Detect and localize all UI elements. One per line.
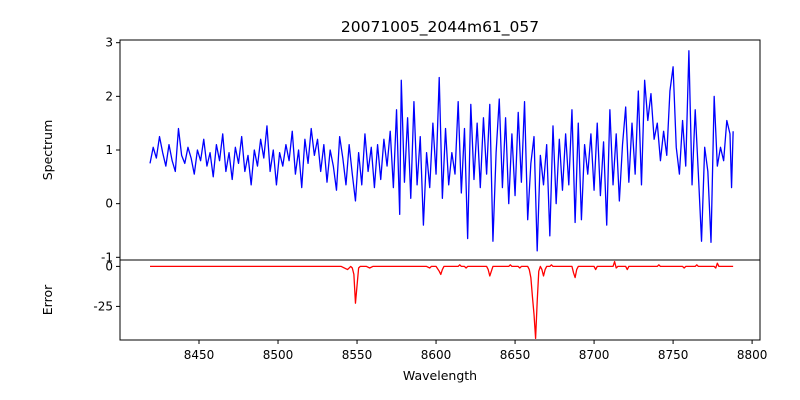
spectrum-panel: -1 0 1 2 3 Spectrum bbox=[40, 36, 761, 264]
x-tick-label: 8450 bbox=[184, 348, 215, 362]
spectrum-series bbox=[149, 50, 734, 252]
error-y-tick-label: -25 bbox=[93, 299, 113, 313]
x-tick-label: 8700 bbox=[579, 348, 610, 362]
x-tick-label: 8800 bbox=[737, 348, 768, 362]
chart-title: 20071005_2044m61_057 bbox=[341, 18, 539, 37]
x-tick-label: 8750 bbox=[658, 348, 689, 362]
error-panel: 0 -25 Error bbox=[40, 259, 761, 341]
spectrum-y-ticks: -1 0 1 2 3 bbox=[101, 36, 120, 264]
x-tick-label: 8500 bbox=[263, 348, 294, 362]
spectrum-y-tick-label: 3 bbox=[105, 36, 113, 50]
error-y-ticks: 0 -25 bbox=[93, 259, 120, 313]
x-tick-label: 8650 bbox=[500, 348, 531, 362]
error-axis-label: Error bbox=[40, 284, 55, 315]
spectrum-y-tick-label: 2 bbox=[105, 89, 113, 103]
error-series-line bbox=[150, 260, 734, 340]
x-tick-label: 8550 bbox=[342, 348, 373, 362]
spectrum-y-tick-label: -1 bbox=[101, 250, 113, 264]
x-ticks: 8450 8500 8550 8600 8650 8700 8750 8800 bbox=[184, 340, 768, 362]
error-series bbox=[150, 260, 734, 340]
spectrum-axis-label: Spectrum bbox=[40, 120, 55, 181]
x-axis-label: Wavelength bbox=[403, 368, 477, 383]
error-y-tick-label: 0 bbox=[105, 259, 113, 273]
spectrum-y-tick-label: 1 bbox=[105, 143, 113, 157]
error-axes-frame bbox=[119, 259, 761, 341]
x-tick-label: 8600 bbox=[421, 348, 452, 362]
spectrum-series-line bbox=[149, 50, 734, 252]
spectrum-y-tick-label: 0 bbox=[105, 197, 113, 211]
